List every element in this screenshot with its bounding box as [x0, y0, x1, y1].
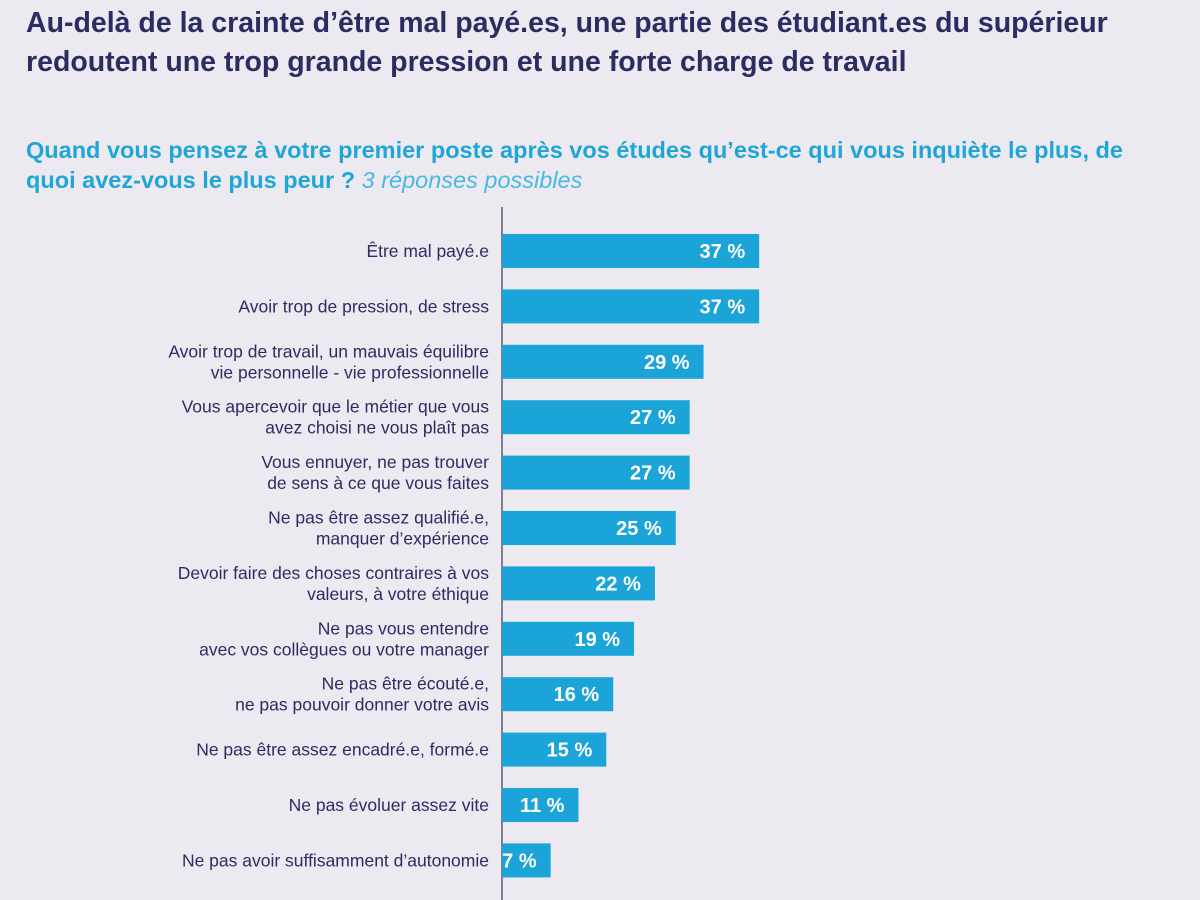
category-label-line: de sens à ce que vous faites	[267, 473, 489, 493]
data-label: 16 %	[554, 684, 600, 706]
bar	[502, 234, 760, 268]
bar	[502, 566, 655, 601]
category-label-line: manquer d’expérience	[316, 529, 489, 549]
response-note: 3 réponses possibles	[361, 167, 583, 193]
category-label: Être mal payé.e	[366, 241, 489, 261]
data-label: 15 %	[547, 740, 593, 762]
bar	[502, 788, 579, 822]
data-label: 29 %	[644, 352, 690, 374]
category-label-line: Ne pas être assez encadré.e, formé.e	[196, 740, 489, 760]
category-label: Vous ennuyer, ne pas trouver de sens à ce…	[261, 452, 489, 493]
category-label: Ne pas avoir suffisamment d’autonomie	[182, 850, 489, 870]
bar	[502, 843, 551, 878]
bar	[502, 289, 760, 324]
category-label-line: Être mal payé.e	[366, 241, 489, 261]
bar	[502, 511, 676, 545]
category-label-line: Ne pas être assez qualifié.e,	[268, 508, 489, 528]
data-label: 22 %	[595, 573, 641, 595]
category-label-line: ne pas pouvoir donner votre avis	[235, 695, 489, 715]
category-label-line: Ne pas être écouté.e,	[322, 674, 489, 694]
chart-subtitle: Quand vous pensez à votre premier poste …	[26, 135, 1176, 195]
category-label: Ne pas vous entendre avec vos collègues o…	[199, 618, 489, 659]
category-label-line: Vous apercevoir que le métier que vous	[182, 397, 490, 417]
bar-chart: 37 % Être mal payé.e 37 % Avoir trop de pre…	[168, 207, 760, 900]
category-label: Devoir faire des choses contraires à vos…	[178, 563, 489, 604]
bar	[502, 621, 635, 656]
data-label: 37 %	[700, 241, 746, 263]
data-label: 27 %	[630, 463, 676, 485]
category-label-line: Devoir faire des choses contraires à vos	[178, 563, 489, 583]
data-label: 7 %	[502, 850, 537, 872]
chart-title: Au-delà de la crainte d’être mal payé.es…	[26, 7, 1108, 78]
category-label-line: Avoir trop de pression, de stress	[238, 296, 489, 316]
data-label: 37 %	[700, 296, 746, 318]
data-label: 11 %	[520, 795, 565, 817]
category-label: Ne pas être écouté.e, ne pas pouvoir donn…	[235, 674, 489, 715]
bar	[502, 344, 704, 379]
category-label-line: Ne pas vous entendre	[318, 618, 489, 638]
category-label: Ne pas évoluer assez vite	[289, 795, 489, 815]
bar	[502, 400, 690, 435]
category-label-line: avez choisi ne vous plaît pas	[265, 418, 489, 438]
category-label-line: Vous ennuyer, ne pas trouver	[261, 452, 489, 472]
bar	[502, 677, 614, 712]
category-label-line: Avoir trop de travail, un mauvais équili…	[168, 341, 489, 361]
category-label-line: vie personnelle - vie professionnelle	[211, 362, 489, 382]
data-label: 27 %	[630, 407, 676, 429]
survey-question: Quand vous pensez à votre premier poste …	[26, 137, 1123, 193]
category-label: Avoir trop de pression, de stress	[238, 296, 489, 316]
category-label: Ne pas être assez encadré.e, formé.e	[196, 740, 489, 760]
category-label: Ne pas être assez qualifié.e, manquer d’e…	[268, 508, 489, 549]
bar	[502, 455, 690, 490]
category-label: Avoir trop de travail, un mauvais équili…	[168, 341, 489, 382]
category-label-line: avec vos collègues ou votre manager	[199, 639, 489, 659]
data-label: 25 %	[616, 518, 662, 540]
data-label: 19 %	[574, 629, 620, 651]
category-label-line: valeurs, à votre éthique	[307, 584, 489, 604]
category-label-line: Ne pas évoluer assez vite	[289, 795, 489, 815]
category-label: Vous apercevoir que le métier que vous av…	[182, 397, 490, 438]
bar	[502, 732, 607, 767]
category-label-line: Ne pas avoir suffisamment d’autonomie	[182, 850, 489, 870]
